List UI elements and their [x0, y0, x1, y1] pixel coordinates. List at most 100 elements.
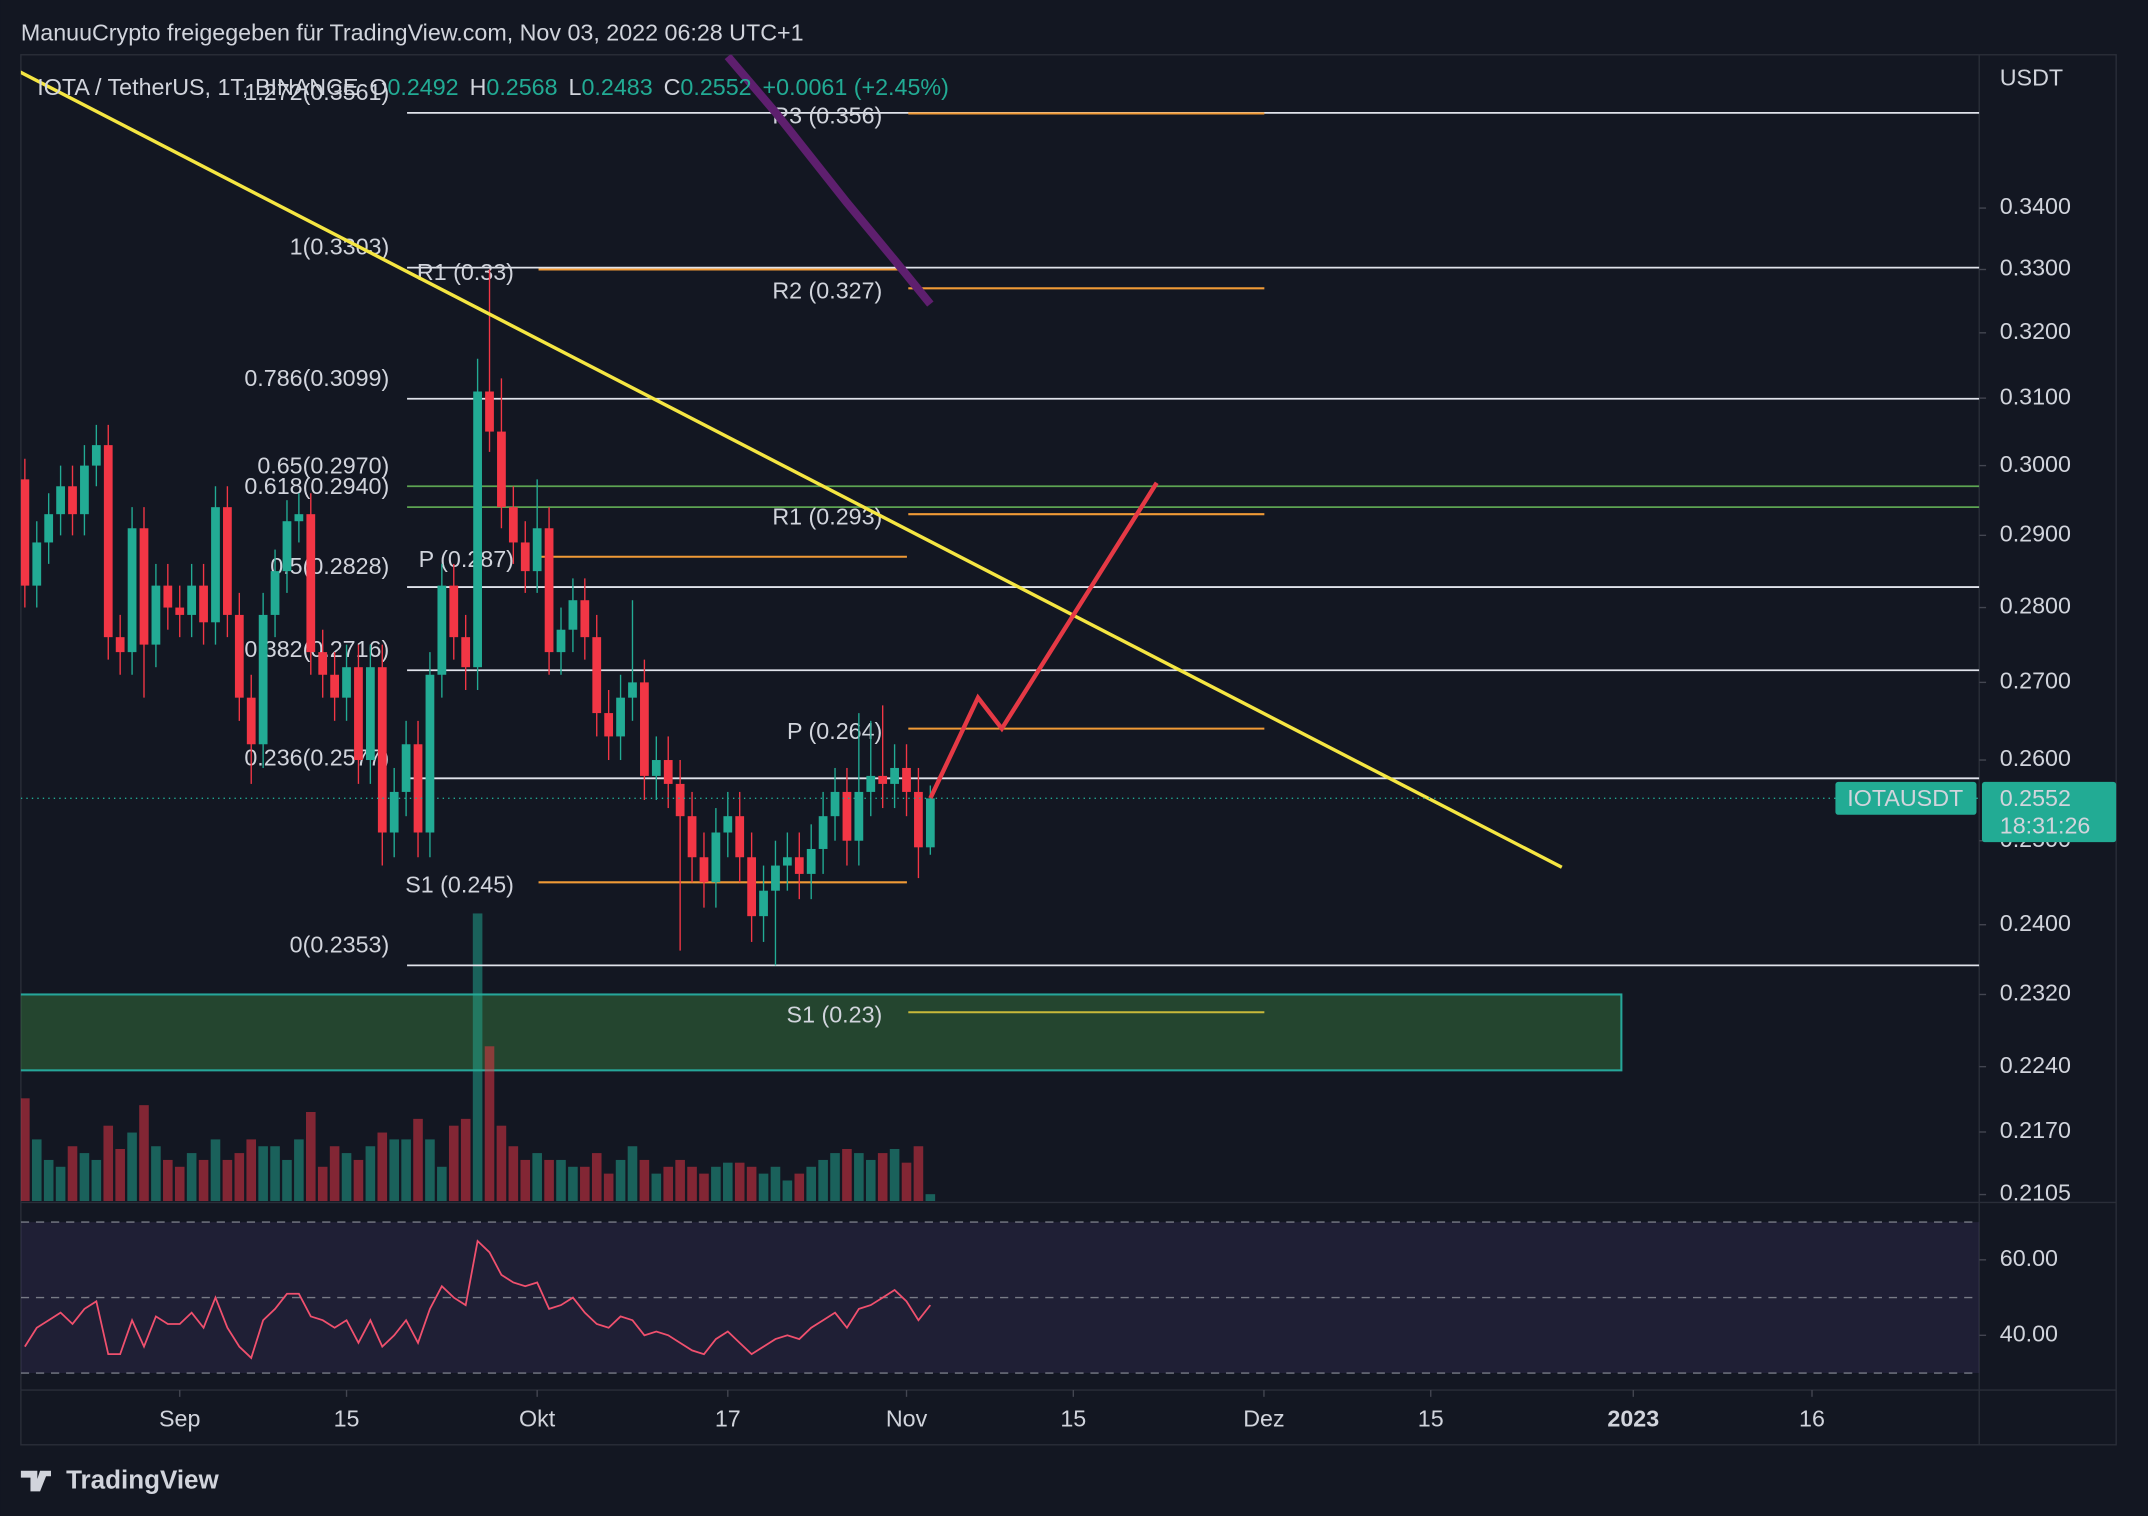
moving-average	[724, 54, 934, 307]
volume-bar	[258, 1146, 268, 1202]
volume-bar	[627, 1146, 638, 1202]
volume-bar	[663, 1166, 674, 1202]
candle-body	[80, 465, 89, 515]
fib-label: 0(0.2353)	[290, 931, 390, 957]
fib-label: 0.786(0.3099)	[244, 365, 389, 391]
volume-bar	[651, 1173, 662, 1202]
volume-bar	[615, 1159, 626, 1202]
x-tick-label: 15	[334, 1405, 360, 1431]
candle-body	[925, 798, 935, 848]
candle-body	[890, 767, 899, 784]
legend: IOTA / TetherUS, 1T, BINANCE O0.2492 H0.25…	[37, 74, 949, 100]
volume-bar	[568, 1166, 578, 1202]
candle-body	[282, 521, 292, 572]
candle-body	[151, 585, 161, 645]
x-tick-label: 16	[1799, 1405, 1825, 1431]
candle-body	[782, 857, 792, 866]
volume-bar	[496, 1125, 507, 1202]
volume-bar	[425, 1139, 435, 1202]
candle-body	[401, 744, 411, 792]
volume-bar	[43, 1159, 54, 1202]
fib-label: 0.236(0.2577)	[244, 744, 389, 770]
candle-body	[711, 832, 721, 883]
volume-bar	[544, 1159, 554, 1202]
volume-bar	[806, 1166, 816, 1202]
volume-bar	[317, 1166, 328, 1202]
legend-close: 0.2552	[680, 74, 751, 100]
volume-bar	[889, 1148, 900, 1202]
brand-logo: TradingView	[20, 1465, 220, 1495]
candle-body	[842, 791, 852, 841]
volume-bar	[234, 1153, 245, 1202]
volume-bar	[437, 1166, 447, 1202]
y-tick-label: 0.2400	[2000, 910, 2071, 936]
volume-bar	[353, 1159, 364, 1202]
volume-bar	[151, 1146, 161, 1202]
rsi-line	[24, 1239, 932, 1360]
volume-bar	[282, 1159, 292, 1202]
y-tick-label: 0.3000	[2000, 451, 2071, 477]
volume-bar	[163, 1159, 173, 1202]
candle-body	[818, 816, 828, 849]
y-tick-label: 0.2700	[2000, 668, 2071, 694]
fib-label: 0.618(0.2940)	[244, 473, 389, 499]
volume-bar	[139, 1105, 149, 1202]
candle-body	[127, 528, 137, 653]
candle-body	[663, 760, 673, 784]
volume-bar	[508, 1146, 519, 1202]
volume-bar	[556, 1159, 566, 1202]
header: ManuuCrypto freigegeben für TradingView.…	[21, 19, 804, 45]
volume-bar	[770, 1166, 781, 1202]
volume-bar	[723, 1162, 733, 1202]
candle-body	[616, 697, 625, 737]
candle-body	[485, 391, 494, 432]
candle-body	[354, 667, 363, 761]
symbol-tag-box	[1835, 781, 1977, 815]
rsi-pane	[20, 1221, 1980, 1374]
volume-bar	[198, 1159, 209, 1202]
support-zone	[20, 993, 1623, 1072]
candle-body	[580, 600, 590, 638]
fib-label: 0.65(0.2970)	[257, 452, 389, 478]
volume-bar	[329, 1146, 340, 1202]
candle-body	[830, 791, 840, 817]
candle-body	[532, 528, 542, 572]
legend-o: O	[369, 74, 387, 100]
volume-bar	[925, 1194, 936, 1202]
candle-body	[675, 783, 685, 817]
volume-bar	[913, 1146, 924, 1202]
candle-body	[187, 585, 197, 615]
volume-bar	[222, 1159, 233, 1202]
volume-bar	[115, 1148, 125, 1202]
candle-body	[246, 697, 256, 745]
volume-bar	[842, 1148, 852, 1202]
volume-bar	[448, 1125, 459, 1202]
candle-body	[914, 791, 923, 848]
frame	[20, 54, 2117, 1446]
legend-l: L	[569, 74, 582, 100]
candle-body	[651, 760, 661, 776]
x-tick-label: 17	[715, 1405, 741, 1431]
candle-body	[628, 682, 637, 698]
y-tick-label: 0.2105	[2000, 1180, 2071, 1206]
fib-label: 0.382(0.2716)	[244, 636, 389, 662]
y-tick-label: 0.2320	[2000, 980, 2071, 1006]
volume-bar	[365, 1146, 376, 1202]
candle-body	[687, 816, 697, 858]
y-tick-label: 0.3300	[2000, 255, 2071, 281]
volume-bar	[484, 1046, 495, 1202]
legend-high: 0.2568	[486, 74, 557, 100]
volume-bar	[830, 1153, 840, 1202]
volume-bar	[67, 1146, 78, 1202]
candle-body	[223, 507, 232, 615]
candle-body	[723, 816, 733, 833]
volume-bar	[532, 1153, 542, 1202]
candle-body	[425, 674, 435, 833]
volume-bar	[603, 1173, 614, 1202]
candle-body	[592, 637, 602, 714]
candle-body	[294, 514, 304, 522]
candle-body	[199, 585, 208, 623]
x-tick-label: 15	[1060, 1405, 1086, 1431]
